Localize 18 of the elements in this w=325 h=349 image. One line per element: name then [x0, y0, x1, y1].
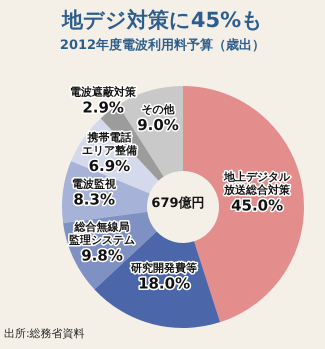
- data-label: 18.0%: [138, 274, 190, 293]
- data-label: 45.0%: [231, 196, 284, 214]
- text: 出所:総務省資料: [4, 326, 85, 341]
- chart-subtitle: 2012年度電波利用料予算（歳出）: [58, 36, 266, 54]
- data-label: 2.9%: [82, 98, 124, 117]
- slice-label: 電波監視: [72, 178, 118, 191]
- data-label: 6.9%: [88, 157, 130, 176]
- slice-label: 総合無線局監理システム: [69, 220, 136, 246]
- slice-label: 研究開発費等: [130, 262, 198, 275]
- slice-label: 地上デジタル放送総合対策: [223, 170, 292, 196]
- chart-title: 地デジ対策に45%も: [60, 7, 264, 34]
- slice-label: 電波遮蔽対策: [70, 86, 138, 99]
- text: 679億円: [151, 195, 205, 211]
- data-label: 9.8%: [81, 246, 123, 264]
- slice-label: 携帯電話エリア整備: [82, 131, 137, 158]
- data-label: 9.0%: [137, 116, 179, 134]
- data-label: 8.3%: [73, 190, 115, 209]
- slice-label: その他: [141, 103, 176, 116]
